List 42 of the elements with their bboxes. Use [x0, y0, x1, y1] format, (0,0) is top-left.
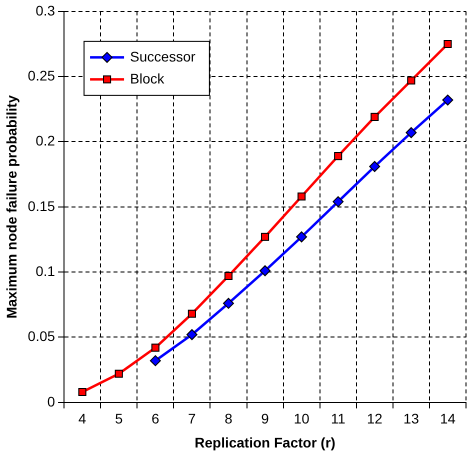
point	[260, 232, 270, 241]
point	[188, 310, 196, 318]
x-tick-label: 8	[224, 410, 233, 427]
point	[370, 112, 379, 122]
x-tick-label: 7	[188, 410, 196, 427]
point	[407, 76, 416, 85]
point	[298, 192, 306, 201]
point	[334, 152, 342, 160]
x-tick-label: 6	[152, 410, 160, 427]
x-tick-label: 9	[261, 410, 270, 427]
x-tick-label: 11	[330, 410, 346, 427]
point	[150, 355, 161, 366]
y-tick-label: 0.1	[36, 262, 56, 279]
y-tick-label: 0.25	[28, 67, 56, 84]
point	[224, 272, 233, 280]
y-tick-label: 0.2	[36, 132, 56, 149]
point	[151, 344, 160, 352]
x-tick-label: 5	[114, 410, 123, 427]
legend-label: Successor	[130, 48, 196, 64]
legend-label: Block	[130, 70, 166, 86]
point	[369, 160, 380, 172]
y-tick-label: 0	[47, 393, 56, 410]
x-tick-label: 12	[366, 410, 383, 427]
point	[78, 388, 86, 396]
y-tick-label: 0.05	[28, 328, 56, 344]
y-tick-label: 0.3	[36, 2, 56, 18]
point	[296, 231, 308, 242]
x-axis-title: Replication Factor (r)	[194, 434, 336, 450]
x-tick-label: 10	[294, 410, 310, 427]
point	[406, 127, 417, 138]
point	[222, 298, 234, 309]
x-tick-label: 13	[403, 410, 420, 427]
y-axis-title: Maximum node failure probability	[3, 95, 20, 319]
point	[260, 265, 271, 276]
x-tick-label: 4	[78, 410, 86, 427]
x-tick-label: 14	[440, 410, 456, 427]
point	[114, 370, 123, 378]
point	[186, 329, 198, 340]
point	[442, 94, 454, 106]
point	[444, 40, 452, 48]
point	[332, 196, 344, 208]
y-tick-label: 0.15	[28, 198, 56, 214]
